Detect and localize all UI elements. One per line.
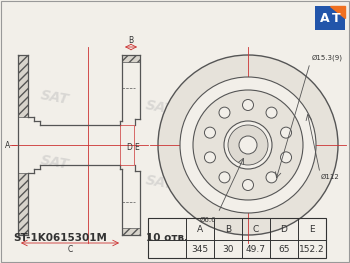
Text: C: C xyxy=(67,245,73,254)
Text: SAT: SAT xyxy=(145,99,175,117)
Circle shape xyxy=(193,90,303,200)
Circle shape xyxy=(243,180,253,190)
Circle shape xyxy=(266,172,277,183)
Text: E: E xyxy=(134,144,139,153)
Text: E: E xyxy=(309,225,315,234)
Text: Ø15.3(9): Ø15.3(9) xyxy=(312,54,343,61)
Text: SAT: SAT xyxy=(40,154,70,173)
Text: 152.2: 152.2 xyxy=(299,245,325,254)
Text: Ø6.6: Ø6.6 xyxy=(200,217,217,223)
Polygon shape xyxy=(330,6,345,18)
Circle shape xyxy=(219,107,230,118)
Circle shape xyxy=(228,125,268,165)
Circle shape xyxy=(224,121,272,169)
Polygon shape xyxy=(18,173,28,235)
Text: B: B xyxy=(225,225,231,234)
Text: D: D xyxy=(126,144,132,153)
Circle shape xyxy=(266,107,277,118)
Bar xyxy=(148,218,326,258)
Text: SAT: SAT xyxy=(40,89,70,107)
Text: 65: 65 xyxy=(278,245,290,254)
Text: A: A xyxy=(197,225,203,234)
Circle shape xyxy=(219,172,230,183)
Circle shape xyxy=(180,77,316,213)
Text: Ø112: Ø112 xyxy=(321,174,340,180)
Polygon shape xyxy=(122,55,140,62)
Bar xyxy=(315,6,345,30)
Text: A: A xyxy=(5,140,10,149)
Text: D: D xyxy=(281,225,287,234)
Text: T: T xyxy=(332,12,340,24)
Text: SAT: SAT xyxy=(245,99,275,117)
Circle shape xyxy=(158,55,338,235)
Text: ST-1K0615301M: ST-1K0615301M xyxy=(13,233,107,243)
Circle shape xyxy=(281,152,292,163)
Polygon shape xyxy=(18,55,28,117)
Text: A: A xyxy=(320,12,330,24)
Circle shape xyxy=(243,99,253,110)
Text: 345: 345 xyxy=(191,245,209,254)
Text: 30: 30 xyxy=(222,245,234,254)
Text: SAT: SAT xyxy=(145,174,175,193)
Circle shape xyxy=(239,136,257,154)
Bar xyxy=(120,125,134,165)
Text: B: B xyxy=(128,36,134,45)
Text: C: C xyxy=(253,225,259,234)
Text: 10 отв.: 10 отв. xyxy=(146,233,188,243)
Text: SAT: SAT xyxy=(245,174,275,193)
Text: 49.7: 49.7 xyxy=(246,245,266,254)
Circle shape xyxy=(204,152,216,163)
Circle shape xyxy=(204,127,216,138)
Polygon shape xyxy=(122,228,140,235)
Circle shape xyxy=(281,127,292,138)
